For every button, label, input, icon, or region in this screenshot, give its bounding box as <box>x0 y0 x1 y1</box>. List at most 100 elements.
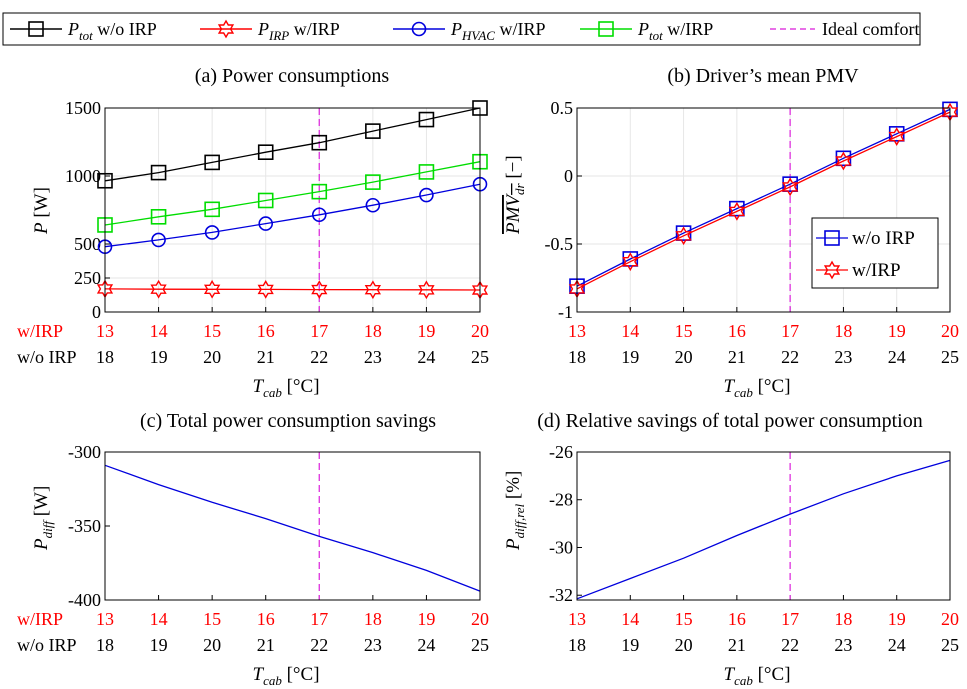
chart-3-xtick-woirp: 22 <box>781 635 799 655</box>
chart-0-series-3-point <box>150 279 167 299</box>
chart-1-ytick-label: -1 <box>558 302 573 322</box>
chart-2-ytick-label: -300 <box>68 442 101 462</box>
chart-0-xtick-wirp: 19 <box>417 321 435 341</box>
chart-0-ylabel: P [W] <box>31 187 52 235</box>
legend-label-p_hvac_w: PHVAC w/IRP <box>450 19 546 43</box>
chart-3-ylabel: Pdiff,rel [%] <box>503 471 527 551</box>
chart-3-ytick-label: -30 <box>549 537 573 557</box>
chart-1-title: (b) Driver’s mean PMV <box>667 65 859 87</box>
chart-1-xtick-wirp: 15 <box>675 321 693 341</box>
chart-2-plot-frame <box>104 451 481 601</box>
chart-1-series-0-line <box>576 108 951 287</box>
chart-1-legend-marker <box>823 260 841 280</box>
chart-0-xtick-woirp: 19 <box>150 347 168 367</box>
chart-1-xtick-woirp: 22 <box>781 347 799 367</box>
chart-1-xtick-wirp: 17 <box>781 321 799 341</box>
chart-0-ytick-label: 0 <box>92 302 101 322</box>
chart-0-xtick-woirp: 20 <box>203 347 221 367</box>
chart-0-series-1-point <box>418 164 435 180</box>
legend-label-p_tot_wo: Ptot w/o IRP <box>67 19 157 43</box>
chart-2-xtick-wirp: 18 <box>364 609 382 629</box>
chart-0-row-label-wirp: w/IRP <box>17 321 63 341</box>
chart-2-xtick-woirp: 18 <box>96 635 114 655</box>
legend-marker-p_irp_w <box>217 19 235 39</box>
chart-0-series-3-point <box>257 279 274 299</box>
chart-1-ytick-label: -0.5 <box>545 234 574 254</box>
chart-0-xtick-wirp: 20 <box>471 321 489 341</box>
chart-3-xtick-wirp: 15 <box>675 609 693 629</box>
chart-1-series-1-point <box>728 202 746 221</box>
chart-2-xtick-wirp: 19 <box>417 609 435 629</box>
legend-marker-p_hvac_w <box>411 21 427 37</box>
chart-3-xtick-wirp: 20 <box>941 609 959 629</box>
chart-0-title: (a) Power consumptions <box>195 65 390 87</box>
chart-1-legend-label: w/IRP <box>852 260 901 281</box>
chart-0-series-2-point <box>365 197 381 213</box>
legend-marker-p_tot_wo <box>28 21 44 37</box>
legend-label-ideal: Ideal comfort <box>822 19 919 39</box>
chart-3-xlabel: Tcab [°C] <box>724 664 791 688</box>
chart-3-xtick-wirp: 13 <box>568 609 586 629</box>
chart-1-legend-marker <box>824 230 840 246</box>
chart-3-series-0-line <box>576 459 951 600</box>
chart-3-xtick-wirp: 19 <box>888 609 906 629</box>
chart-2-ytick-label: -350 <box>68 516 101 536</box>
chart-1-xtick-woirp: 24 <box>888 347 906 367</box>
chart-2-xtick-woirp: 25 <box>471 635 489 655</box>
chart-0-xtick-woirp: 25 <box>471 347 489 367</box>
chart-0-series-0-line <box>104 107 481 182</box>
chart-1-series-1-point <box>835 151 852 171</box>
chart-1-xtick-wirp: 13 <box>568 321 586 341</box>
chart-0-series-2-point <box>258 216 274 231</box>
chart-3-ytick-label: -32 <box>549 585 573 605</box>
chart-3-xtick-woirp: 23 <box>834 635 852 655</box>
chart-2-xtick-wirp: 14 <box>150 609 168 629</box>
chart-1-ytick-label: 0 <box>564 166 573 186</box>
chart-3-xtick-woirp: 20 <box>675 635 693 655</box>
chart-0-plot-frame <box>104 107 481 313</box>
chart-1-xtick-wirp: 16 <box>728 321 746 341</box>
legend-label-p_tot_w: Ptot w/IRP <box>637 19 713 43</box>
chart-1-series-1-line <box>576 111 951 290</box>
chart-0-series-3-point <box>364 280 382 300</box>
legend-marker-p_tot_w <box>598 21 614 37</box>
chart-1-xtick-woirp: 19 <box>621 347 639 367</box>
chart-1-xtick-wirp: 19 <box>888 321 906 341</box>
chart-0-xtick-woirp: 23 <box>364 347 382 367</box>
chart-3-xtick-wirp: 17 <box>781 609 799 629</box>
chart-3-plot-frame <box>576 451 951 601</box>
chart-0-series-0-point <box>311 134 328 151</box>
chart-1-xtick-woirp: 20 <box>675 347 693 367</box>
chart-2-row-label-wirp: w/IRP <box>17 609 63 629</box>
chart-3-xtick-wirp: 14 <box>621 609 639 629</box>
chart-1-series-1-point <box>622 252 639 272</box>
chart-2-xtick-wirp: 20 <box>471 609 489 629</box>
chart-0-xtick-woirp: 18 <box>96 347 114 367</box>
chart-1-series-1-point <box>675 226 692 246</box>
chart-0-ytick-label: 250 <box>74 268 101 288</box>
chart-0-ytick-label: 1000 <box>65 166 101 186</box>
chart-0-series-1-point <box>257 192 274 209</box>
chart-2-xtick-woirp: 22 <box>310 635 328 655</box>
chart-0-series-0-point <box>418 111 435 128</box>
chart-1-xtick-woirp: 18 <box>568 347 586 367</box>
chart-0-series-3-line <box>104 288 481 291</box>
chart-3-ytick-label: -28 <box>549 490 573 510</box>
chart-1-ytick-label: 0.5 <box>551 98 574 118</box>
chart-1-ylabel: PMVdr [−] <box>503 155 527 235</box>
legend-label-p_irp_w: PIRP w/IRP <box>257 19 340 43</box>
chart-3-xtick-woirp: 21 <box>728 635 746 655</box>
chart-2-series-0-line <box>104 464 481 592</box>
chart-0-series-1-point <box>150 209 167 225</box>
chart-1-series-1-point <box>888 127 905 147</box>
chart-2-title: (c) Total power consumption savings <box>140 410 436 432</box>
chart-2-xtick-woirp: 19 <box>150 635 168 655</box>
chart-0-series-0-point <box>365 123 381 139</box>
chart-0-xtick-wirp: 18 <box>364 321 382 341</box>
chart-0-series-0-point <box>204 154 220 171</box>
chart-2-ytick-label: -400 <box>68 590 101 610</box>
chart-0-xlabel: Tcab [°C] <box>253 376 320 400</box>
chart-0-xtick-wirp: 17 <box>310 321 328 341</box>
chart-0-series-1-line <box>104 161 481 226</box>
chart-1-xtick-woirp: 25 <box>941 347 959 367</box>
